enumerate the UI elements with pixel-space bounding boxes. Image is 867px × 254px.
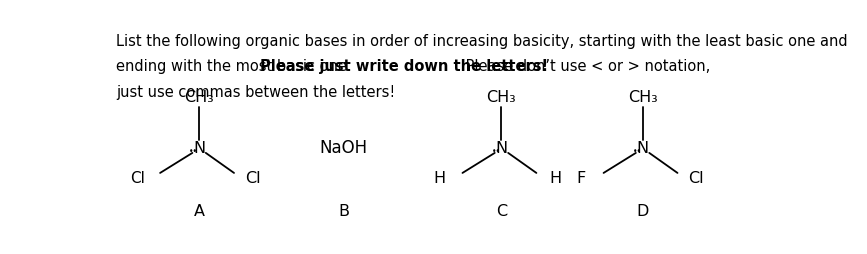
Text: B: B — [338, 203, 349, 218]
Text: just use commas between the letters!: just use commas between the letters! — [116, 84, 395, 99]
Text: N: N — [495, 140, 507, 155]
Text: Please just write down the letters!: Please just write down the letters! — [259, 59, 548, 74]
Text: Please don’t use < or > notation,: Please don’t use < or > notation, — [461, 59, 710, 74]
Text: Cl: Cl — [688, 171, 704, 186]
Text: C: C — [496, 203, 507, 218]
Text: H: H — [549, 171, 561, 186]
Text: ••: •• — [492, 147, 500, 156]
Text: A: A — [193, 203, 205, 218]
Text: List the following organic bases in order of increasing basicity, starting with : List the following organic bases in orde… — [116, 34, 848, 48]
Text: CH₃: CH₃ — [628, 89, 657, 104]
Text: N: N — [193, 140, 205, 155]
Text: CH₃: CH₃ — [184, 89, 214, 104]
Text: CH₃: CH₃ — [486, 89, 517, 104]
Text: H: H — [434, 171, 446, 186]
Text: ••: •• — [633, 147, 642, 156]
Text: Cl: Cl — [130, 171, 145, 186]
Text: NaOH: NaOH — [319, 139, 368, 157]
Text: ••: •• — [189, 147, 199, 156]
Text: ending with the most basic one.: ending with the most basic one. — [116, 59, 356, 74]
Text: N: N — [636, 140, 649, 155]
Text: D: D — [636, 203, 649, 218]
Text: F: F — [576, 171, 585, 186]
Text: Cl: Cl — [245, 171, 261, 186]
